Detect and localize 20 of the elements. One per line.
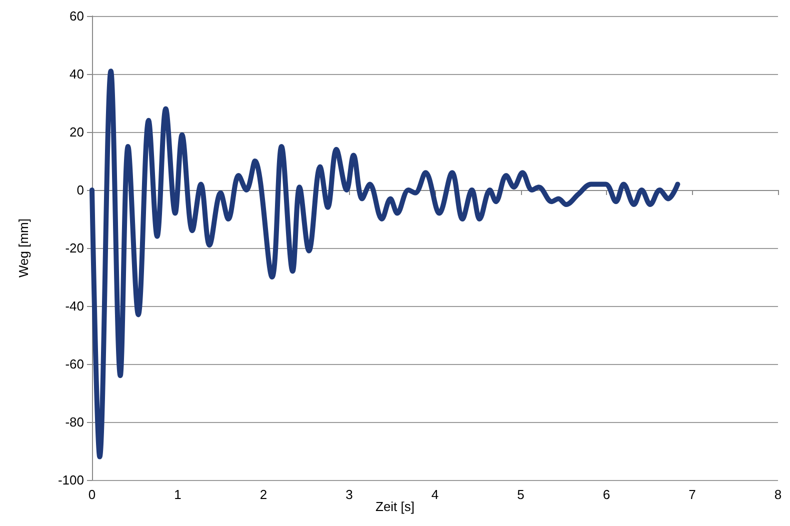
y-tick-label: -20: [65, 240, 84, 256]
y-tick-label: 60: [70, 8, 84, 24]
x-tick-label: 8: [774, 487, 782, 502]
y-tick-label: 40: [70, 66, 84, 82]
y-axis-title: Weg [mm]: [16, 218, 31, 278]
x-tick-label: 7: [688, 487, 696, 502]
y-tick-label: -100: [58, 472, 84, 488]
y-tick-label: -60: [65, 356, 84, 372]
x-tick-label: 1: [174, 487, 182, 502]
x-axis-title: Zeit [s]: [375, 499, 415, 514]
y-tick-label: 0: [76, 182, 84, 198]
x-tick-label: 0: [88, 487, 96, 502]
y-tick-label: -40: [65, 298, 84, 314]
x-tick-label: 3: [346, 487, 353, 502]
x-tick-label: 4: [431, 487, 439, 502]
y-tick-label: -80: [65, 414, 84, 430]
x-tick-label: 5: [517, 487, 524, 502]
x-tick-label: 6: [602, 487, 610, 502]
x-tick-label: 2: [260, 487, 268, 502]
y-tick-label: 20: [70, 124, 84, 140]
